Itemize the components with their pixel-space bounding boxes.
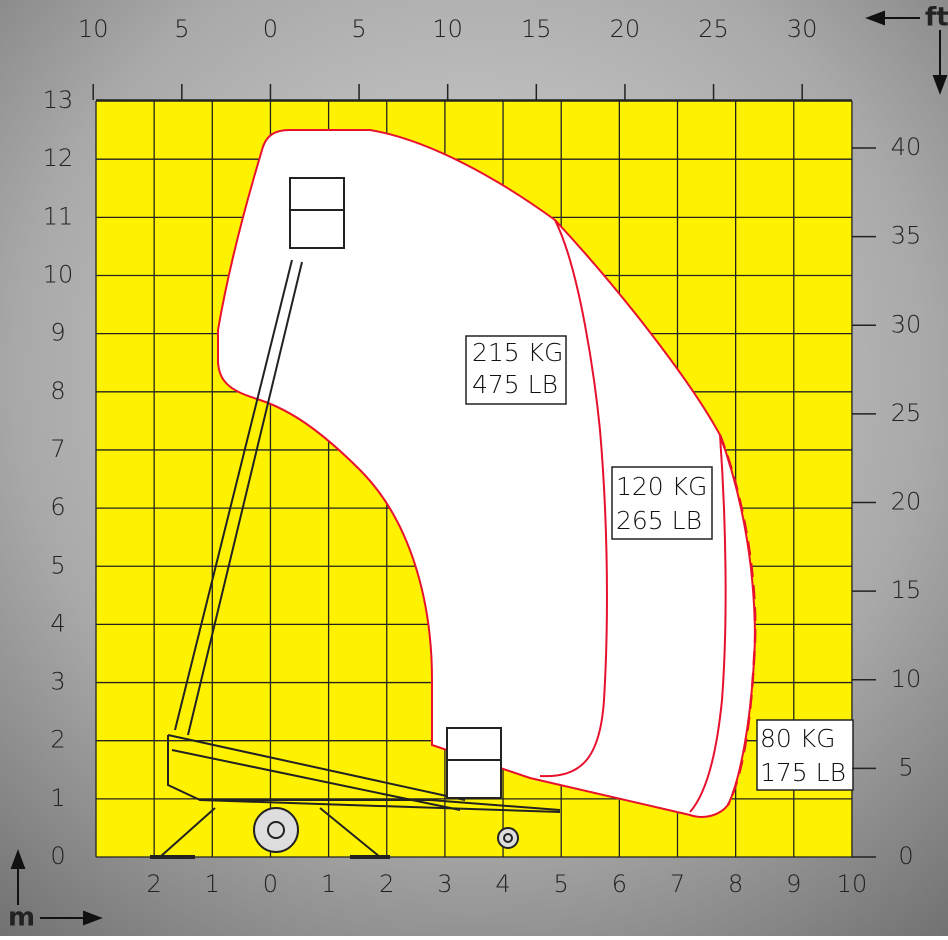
load-lb: 265 LB — [616, 506, 702, 535]
left-tick-label: 8 — [50, 377, 65, 405]
bottom-tick-label: 2 — [379, 870, 394, 898]
load-label: 215 KG 475 LB — [465, 335, 567, 405]
right-tick-label: 15 — [891, 576, 922, 604]
bottom-tick-label: 7 — [670, 870, 685, 898]
bottom-tick-label: 3 — [437, 870, 452, 898]
bottom-tick-label: 6 — [612, 870, 627, 898]
envelope-215 — [539, 219, 608, 778]
left-tick-label: 10 — [43, 261, 74, 289]
top-tick-label: 30 — [787, 15, 818, 43]
bottom-tick-label: 5 — [554, 870, 569, 898]
left-tick-label: 13 — [43, 86, 74, 114]
bottom-tick-label: 8 — [728, 870, 743, 898]
envelope-120 — [689, 434, 727, 813]
left-tick-label: 11 — [43, 202, 74, 230]
right-tick-label: 10 — [891, 665, 922, 693]
load-lb: 175 LB — [760, 758, 846, 787]
top-tick-label: 5 — [351, 15, 366, 43]
load-kg: 215 KG — [472, 338, 563, 367]
right-tick-label: 0 — [898, 842, 913, 870]
machine — [150, 177, 561, 859]
load-label: 80 KG 175 LB — [756, 719, 854, 791]
left-tick-label: 7 — [50, 435, 65, 463]
left-tick-label: 3 — [50, 668, 65, 696]
bottom-tick-label: 1 — [205, 870, 220, 898]
load-lb: 475 LB — [472, 370, 558, 399]
left-tick-label: 4 — [50, 609, 65, 637]
unit-m: m — [8, 903, 35, 933]
load-kg: 120 KG — [616, 472, 707, 501]
bottom-tick-label: 9 — [786, 870, 801, 898]
left-tick-label: 6 — [50, 493, 65, 521]
top-tick-label: 25 — [698, 15, 729, 43]
left-tick-label: 1 — [50, 784, 65, 812]
unit-arrows — [10, 10, 948, 926]
left-tick-label: 12 — [43, 144, 74, 172]
left-tick-label: 5 — [50, 551, 65, 579]
bottom-tick-label: 0 — [263, 870, 278, 898]
right-tick-label: 35 — [891, 222, 922, 250]
bottom-tick-label: 1 — [321, 870, 336, 898]
envelope-80-dashed — [718, 434, 757, 806]
right-tick-label: 5 — [898, 753, 913, 781]
load-kg: 80 KG — [760, 724, 836, 753]
right-tick-label: 20 — [891, 488, 922, 516]
top-tick-label: 10 — [432, 15, 463, 43]
unit-ft: ft — [925, 3, 948, 33]
bottom-tick-label: 4 — [495, 870, 510, 898]
right-tick-label: 25 — [891, 399, 922, 427]
top-tick-label: 15 — [521, 15, 552, 43]
left-tick-label: 9 — [50, 319, 65, 347]
right-tick-label: 40 — [891, 133, 922, 161]
bottom-tick-label: 10 — [837, 870, 868, 898]
top-tick-label: 5 — [174, 15, 189, 43]
load-label: 120 KG 265 LB — [611, 466, 713, 540]
top-tick-label: 10 — [78, 15, 109, 43]
top-tick-label: 20 — [610, 15, 641, 43]
left-tick-label: 0 — [50, 842, 65, 870]
right-tick-label: 30 — [891, 310, 922, 338]
left-tick-label: 2 — [50, 726, 65, 754]
bottom-tick-label: 2 — [147, 870, 162, 898]
top-tick-label: 0 — [263, 15, 278, 43]
